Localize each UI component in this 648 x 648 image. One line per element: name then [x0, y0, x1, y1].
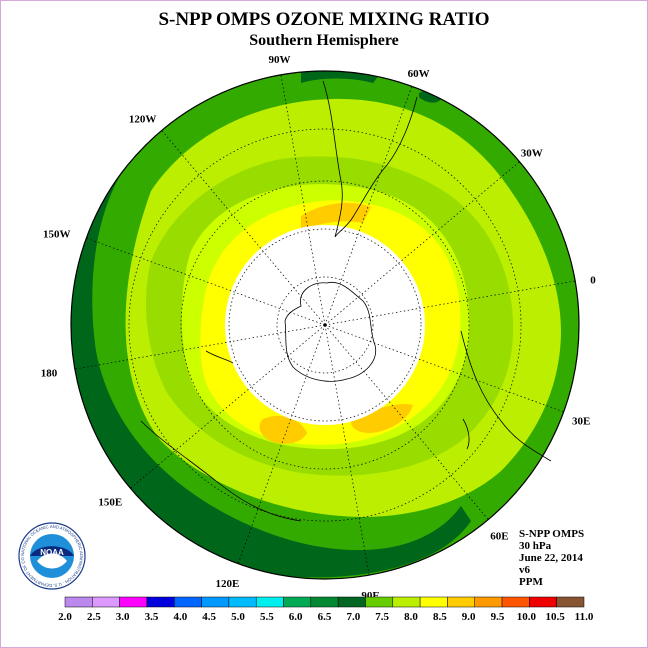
field-dark-band-upper [301, 71, 381, 83]
field-dark-band [71, 166, 471, 578]
colorbar-swatch [419, 596, 448, 608]
colorbar-swatch [474, 596, 503, 608]
polar-ozone-map: 90W 60W 30W 0 30E 60E 90E 120E 150E 180 150W 120W [41, 54, 597, 601]
coast-south-america [322, 80, 418, 238]
field-gold-patch-2 [259, 415, 307, 444]
colorbar-label: 10.0 [517, 611, 537, 623]
colorbar-swatch [174, 596, 202, 608]
info-line: June 22, 2014 [519, 552, 583, 564]
colorbar-swatch [64, 596, 93, 608]
colorbar-swatch [556, 596, 585, 608]
coast-antarctica [284, 281, 377, 382]
longitude-label: 0 [590, 275, 596, 287]
colorbar-swatch [255, 596, 284, 608]
colorbar-label: 11.0 [575, 611, 594, 623]
longitude-label: 150E [98, 496, 122, 508]
colorbar: 2.0 2.5 3.0 3.5 4.0 4.5 5.0 5.5 6.0 6.5 7.0 7.5 8.0 8… [58, 596, 594, 623]
product-info: S-NPP OMPS 30 hPa June 22, 2014 v6 PPM [519, 528, 584, 588]
info-line: v6 [519, 564, 530, 576]
south-pole-marker [323, 323, 327, 327]
longitude-label: 120W [129, 113, 157, 125]
field-gold-patch-1 [301, 202, 371, 231]
colorbar-swatch [228, 596, 257, 608]
coastlines [140, 80, 552, 522]
colorbar-swatch [447, 596, 475, 608]
colorbar-swatch [529, 596, 557, 608]
colorbar-label: 9.5 [491, 611, 505, 623]
longitude-label: 90W [269, 54, 291, 66]
noaa-logo: NATIONAL OCEANIC AND ATMOSPHERIC ADMINIS… [17, 521, 86, 590]
info-line: PPM [519, 576, 543, 588]
colorbar-label: 2.5 [87, 611, 101, 623]
colorbar-label: 5.0 [231, 611, 245, 623]
colorbar-label: 4.5 [202, 611, 216, 623]
colorbar-swatch [201, 596, 230, 608]
logo-text: NOAA [40, 548, 64, 557]
colorbar-swatch [501, 596, 530, 608]
colorbar-label: 9.0 [462, 611, 476, 623]
colorbar-swatch [92, 596, 120, 608]
colorbar-swatch [310, 596, 339, 608]
map-subtitle: Southern Hemisphere [249, 32, 399, 49]
colorbar-swatch [146, 596, 175, 608]
colorbar-label: 7.5 [375, 611, 389, 623]
colorbar-label: 5.5 [260, 611, 274, 623]
colorbar-label: 6.5 [318, 611, 332, 623]
longitude-label: 60E [490, 531, 508, 543]
colorbar-label: 7.0 [346, 611, 360, 623]
coast-madagascar [462, 418, 470, 450]
colorbar-swatch [365, 596, 394, 608]
map-border [70, 70, 580, 580]
colorbar-label: 6.0 [289, 611, 303, 623]
colorbar-label: 8.5 [433, 611, 447, 623]
longitude-label: 90E [361, 590, 379, 601]
longitude-label: 30W [521, 148, 543, 160]
colorbar-label: 3.0 [116, 611, 130, 623]
longitude-label: 180 [41, 367, 58, 379]
coast-africa [460, 330, 552, 462]
coast-new-zealand [205, 350, 234, 364]
colorbar-label: 3.5 [145, 611, 159, 623]
map-title: S-NPP OMPS OZONE MIXING RATIO [158, 9, 490, 30]
longitude-label: 30E [572, 416, 590, 428]
colorbar-label: 10.5 [546, 611, 566, 623]
colorbar-label: 2.0 [58, 611, 72, 623]
colorbar-swatch [283, 596, 312, 608]
colorbar-label: 4.0 [173, 611, 187, 623]
longitude-label: 60W [408, 68, 430, 80]
graticule [74, 74, 576, 576]
ozone-field [71, 71, 579, 579]
colorbar-label: 8.0 [404, 611, 418, 623]
info-line: 30 hPa [519, 540, 552, 552]
colorbar-swatch [119, 596, 148, 608]
longitude-labels: 90W 60W 30W 0 30E 60E 90E 120E 150E 180 150W 120W [41, 54, 597, 601]
longitude-label: 150W [43, 228, 71, 240]
longitude-label: 120E [215, 578, 239, 590]
colorbar-swatch [392, 596, 421, 608]
info-line: S-NPP OMPS [519, 528, 585, 540]
colorbar-swatch [337, 596, 366, 608]
